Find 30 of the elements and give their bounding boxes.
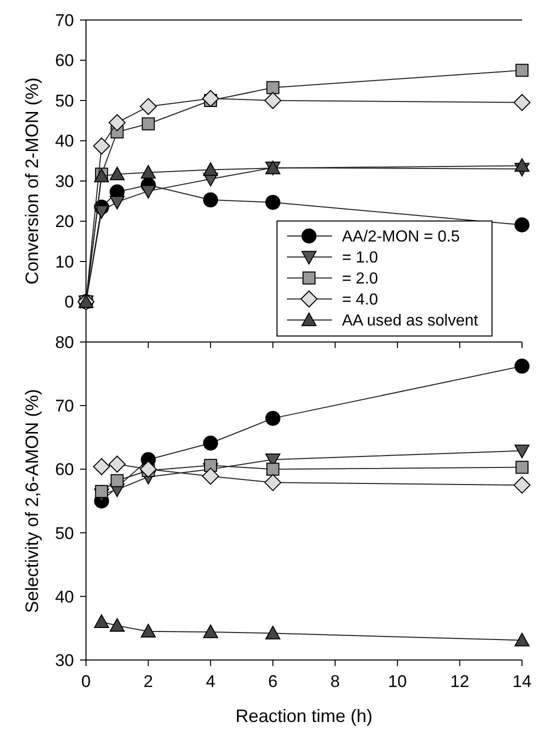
y-tick-label: 40 bbox=[55, 132, 74, 151]
x-tick-label: 2 bbox=[144, 672, 154, 691]
x-axis-title: Reaction time (h) bbox=[235, 706, 373, 726]
legend-label: = 1.0 bbox=[342, 250, 378, 267]
x-tick-label: 8 bbox=[330, 672, 340, 691]
y-tick-label: 60 bbox=[55, 51, 74, 70]
x-tick-label: 4 bbox=[206, 672, 216, 691]
x-tick-label: 6 bbox=[268, 672, 278, 691]
legend-label: = 4.0 bbox=[342, 292, 378, 309]
legend-label: AA used as solvent bbox=[342, 312, 479, 330]
y-tick-label: 30 bbox=[55, 650, 74, 670]
y-tick-label: 80 bbox=[55, 332, 74, 352]
y-tick-label: 60 bbox=[55, 460, 74, 480]
y-axis-title: Conversion of 2-MON (%) bbox=[22, 77, 42, 285]
x-tick-label: 14 bbox=[512, 672, 532, 691]
x-tick-label: 12 bbox=[450, 672, 470, 691]
y-tick-label: 0 bbox=[64, 292, 74, 312]
y-tick-label: 50 bbox=[55, 91, 74, 110]
legend-label: = 2.0 bbox=[342, 270, 378, 288]
x-tick-label: 10 bbox=[388, 672, 407, 691]
y-tick-label: 70 bbox=[55, 396, 74, 416]
y-tick-label: 70 bbox=[55, 10, 74, 30]
y-tick-label: 30 bbox=[55, 172, 74, 191]
y-tick-label: 40 bbox=[55, 587, 74, 606]
legend-label: AA/2-MON = 0.5 bbox=[342, 228, 460, 246]
x-tick-label: 0 bbox=[81, 672, 91, 691]
y-axis-title: Selectivity of 2,6-AMON (%) bbox=[22, 388, 42, 614]
y-tick-label: 10 bbox=[55, 252, 74, 272]
y-tick-label: 50 bbox=[55, 524, 74, 543]
y-tick-label: 20 bbox=[55, 212, 74, 232]
